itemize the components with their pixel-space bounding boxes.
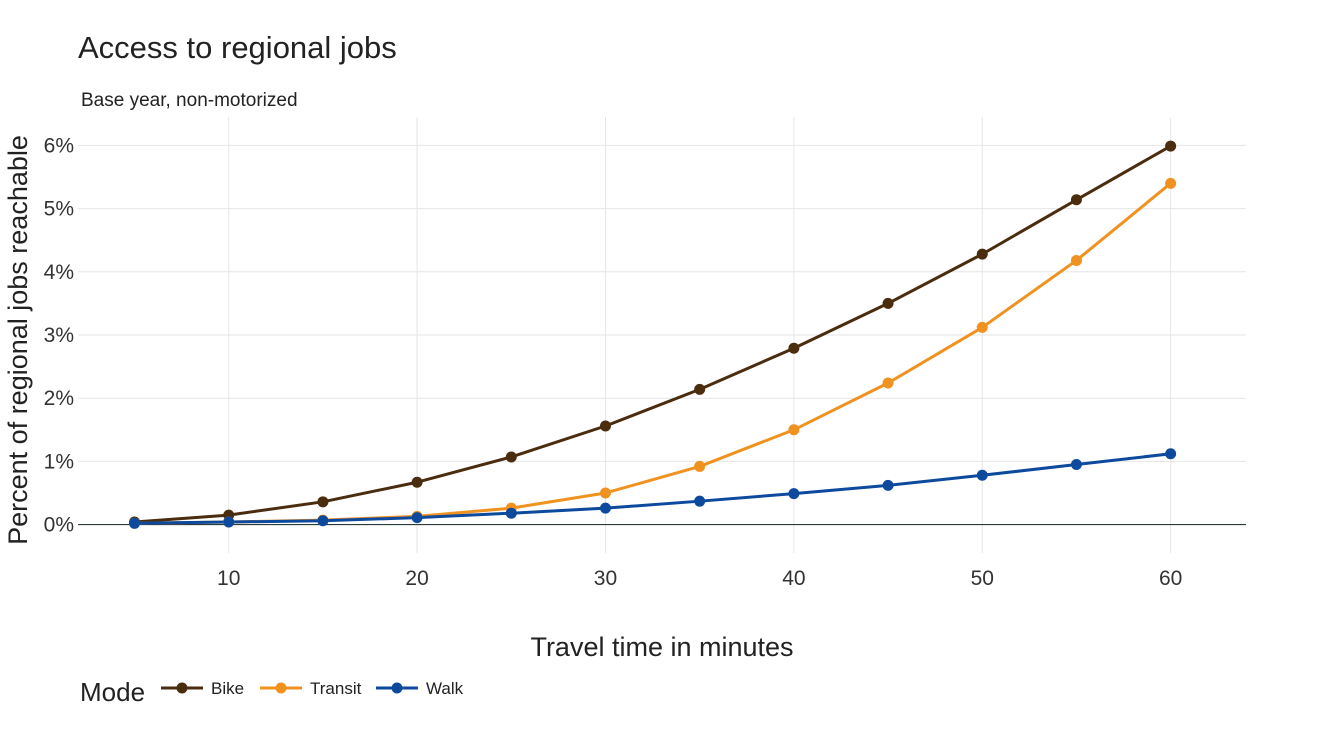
point-transit — [694, 460, 706, 472]
point-walk — [505, 507, 517, 519]
point-walk — [788, 488, 800, 500]
point-walk — [1070, 459, 1082, 471]
y-tick-label: 4% — [44, 261, 74, 284]
point-walk — [223, 516, 235, 528]
point-walk — [129, 517, 141, 529]
x-tick-label: 50 — [971, 567, 994, 590]
point-walk — [694, 495, 706, 507]
grid-lines — [78, 117, 1246, 553]
point-walk — [599, 502, 611, 514]
y-tick-label: 1% — [44, 450, 74, 473]
point-walk — [976, 469, 988, 481]
y-ticks: 0% 1% 2% 3% 4% 5% 6% — [44, 134, 74, 536]
x-tick-label: 60 — [1159, 567, 1182, 590]
point-bike — [788, 342, 800, 354]
series-lines — [134, 144, 1172, 525]
y-axis-title: Percent of regional jobs reachable — [3, 135, 33, 545]
y-tick-label: 2% — [44, 387, 74, 410]
legend-marker-bike — [176, 682, 188, 694]
point-transit — [976, 321, 988, 333]
y-tick-label: 6% — [44, 134, 74, 157]
point-bike — [599, 420, 611, 432]
point-walk — [882, 479, 894, 491]
point-bike — [411, 476, 423, 488]
y-tick-label: 0% — [44, 514, 74, 537]
y-tick-label: 5% — [44, 198, 74, 221]
point-walk — [411, 512, 423, 524]
data-points — [129, 140, 1177, 529]
series-line-bike — [134, 144, 1172, 524]
point-walk — [317, 515, 329, 527]
point-transit — [882, 377, 894, 389]
x-tick-label: 30 — [594, 567, 617, 590]
point-bike — [1070, 194, 1082, 206]
legend-title: Mode — [80, 677, 145, 707]
point-transit — [599, 487, 611, 499]
series-line-walk — [134, 452, 1171, 525]
point-bike — [317, 496, 329, 508]
point-bike — [882, 297, 894, 309]
point-bike — [1165, 140, 1177, 152]
x-tick-label: 20 — [405, 567, 428, 590]
legend-marker-walk — [391, 682, 403, 694]
legend-label-bike: Bike — [211, 679, 244, 698]
chart-subtitle: Base year, non-motorized — [81, 90, 298, 111]
point-transit — [1070, 254, 1082, 266]
chart-title: Access to regional jobs — [78, 30, 397, 65]
legend-label-transit: Transit — [310, 679, 362, 698]
legend: Mode Bike Transit Walk — [80, 677, 464, 707]
y-tick-label: 3% — [44, 324, 74, 347]
x-axis-title: Travel time in minutes — [530, 632, 793, 662]
point-bike — [694, 383, 706, 395]
legend-marker-transit — [275, 682, 287, 694]
legend-label-walk: Walk — [426, 679, 464, 698]
x-ticks: 10 20 30 40 50 60 — [217, 567, 1182, 590]
x-tick-label: 10 — [217, 567, 240, 590]
point-transit — [1165, 177, 1177, 189]
point-walk — [1165, 448, 1177, 460]
point-bike — [505, 451, 517, 463]
point-transit — [788, 424, 800, 436]
x-tick-label: 40 — [782, 567, 805, 590]
point-bike — [976, 248, 988, 260]
